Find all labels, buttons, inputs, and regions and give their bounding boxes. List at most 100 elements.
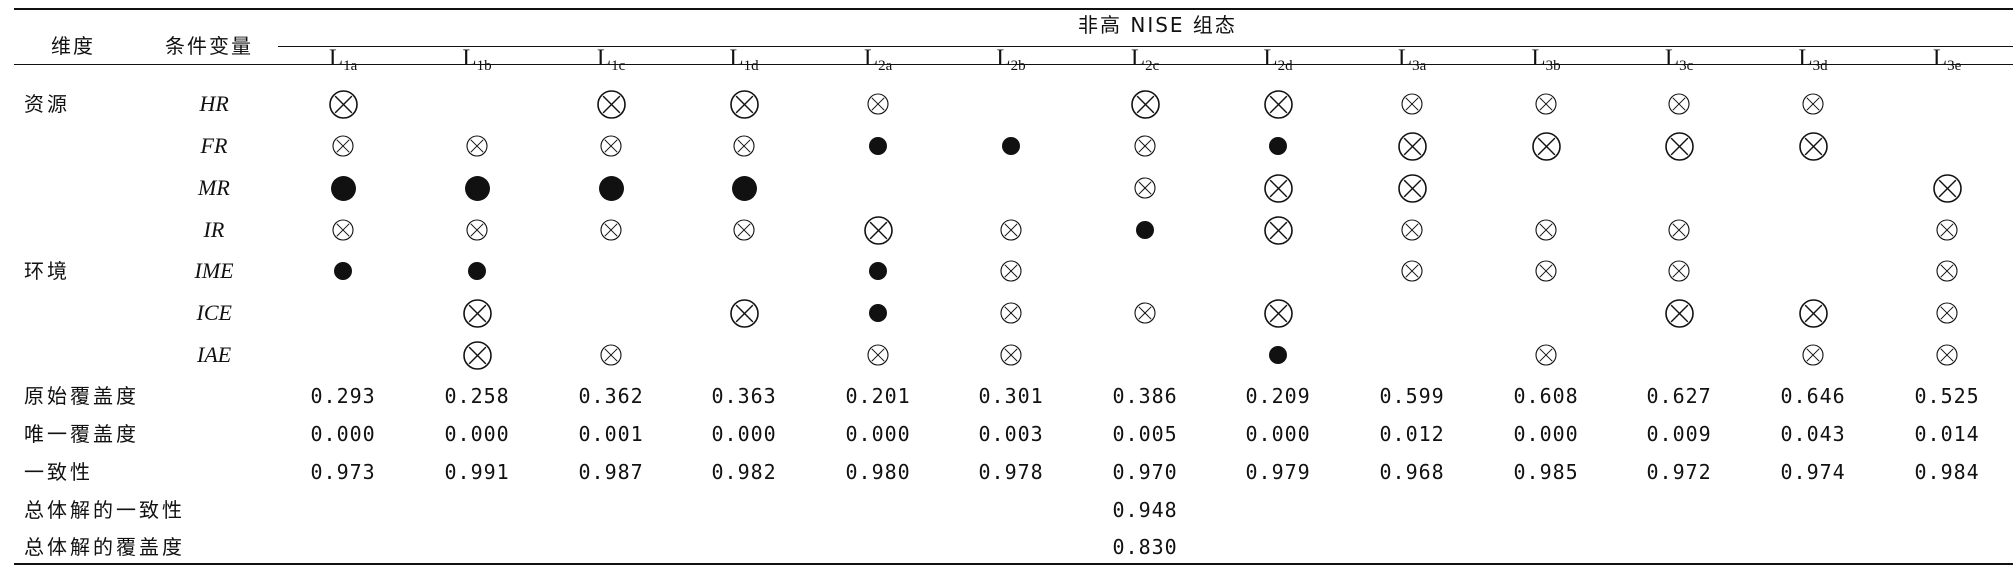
small-absent-circle-icon: [466, 135, 488, 157]
stat-value: 0.627: [1646, 384, 1712, 408]
big-absent-circle-icon: [863, 215, 893, 245]
condition-variable: IAE: [197, 342, 232, 367]
config-header-letter: L: [1665, 45, 1680, 70]
stat-value: 0.000: [444, 422, 510, 446]
top-rule: [14, 8, 2013, 10]
big-absent-circle-icon: [1798, 298, 1828, 328]
stat-value: 0.301: [978, 384, 1044, 408]
small-absent-circle-icon: [1134, 177, 1156, 199]
config-header-letter: L: [597, 45, 612, 70]
overall-label: 总体解的一致性: [24, 498, 185, 522]
big-present-circle-icon: [731, 175, 757, 201]
config-header-letter: L: [996, 45, 1011, 70]
small-absent-circle-icon: [1936, 302, 1958, 324]
config-header-letter: L: [1398, 45, 1413, 70]
big-absent-circle-icon: [1664, 298, 1694, 328]
stat-value: 0.973: [310, 460, 376, 484]
bottom-rule: [14, 563, 2013, 565]
stat-value: 0.258: [444, 384, 510, 408]
stat-value: 0.525: [1914, 384, 1980, 408]
big-present-circle-icon: [598, 175, 624, 201]
condition-variable: HR: [199, 91, 229, 116]
small-absent-circle-icon: [466, 219, 488, 241]
stat-value: 0.968: [1379, 460, 1445, 484]
config-header-subscript: 3e: [1947, 58, 1962, 74]
big-absent-circle-icon: [1263, 298, 1293, 328]
small-absent-circle-icon: [1802, 344, 1824, 366]
stat-label: 原始覆盖度: [24, 384, 139, 408]
stat-value: 0.978: [978, 460, 1044, 484]
config-header: L3d: [1799, 46, 1828, 74]
stat-value: 0.362: [578, 384, 644, 408]
config-header-letter: L: [1263, 45, 1278, 70]
config-header: L3c: [1665, 46, 1693, 74]
small-absent-circle-icon: [1000, 260, 1022, 282]
small-present-circle-icon: [1136, 221, 1154, 239]
config-header-letter: L: [329, 45, 344, 70]
config-header: L1b: [463, 46, 492, 74]
stat-value: 0.001: [578, 422, 644, 446]
stat-value: 0.293: [310, 384, 376, 408]
big-absent-circle-icon: [1932, 173, 1962, 203]
small-absent-circle-icon: [1936, 219, 1958, 241]
dimension-label: 环境: [24, 259, 70, 283]
stat-value: 0.987: [578, 460, 644, 484]
small-absent-circle-icon: [332, 135, 354, 157]
small-absent-circle-icon: [1000, 302, 1022, 324]
config-header: L2a: [864, 46, 892, 74]
config-header-subscript: 2d: [1277, 58, 1293, 74]
small-absent-circle-icon: [733, 135, 755, 157]
small-present-circle-icon: [1269, 346, 1287, 364]
stat-value: 0.005: [1112, 422, 1178, 446]
small-present-circle-icon: [1269, 137, 1287, 155]
small-present-circle-icon: [869, 304, 887, 322]
dimension-label: 资源: [24, 92, 70, 116]
stat-value: 0.386: [1112, 384, 1178, 408]
big-absent-circle-icon: [462, 298, 492, 328]
stat-value: 0.000: [1245, 422, 1311, 446]
overall-value: 0.948: [1112, 498, 1178, 522]
stat-label: 一致性: [24, 460, 93, 484]
big-absent-circle-icon: [1798, 131, 1828, 161]
small-present-circle-icon: [869, 137, 887, 155]
stat-value: 0.000: [310, 422, 376, 446]
config-header-letter: L: [1131, 45, 1146, 70]
small-absent-circle-icon: [867, 93, 889, 115]
config-header-subscript: 3a: [1412, 58, 1427, 74]
config-header-subscript: 1d: [743, 58, 759, 74]
stat-value: 0.984: [1914, 460, 1980, 484]
stat-value: 0.991: [444, 460, 510, 484]
config-header-subscript: 1a: [343, 58, 358, 74]
big-absent-circle-icon: [1531, 131, 1561, 161]
condition-variable: FR: [200, 133, 228, 158]
small-absent-circle-icon: [1668, 260, 1690, 282]
small-absent-circle-icon: [1535, 219, 1557, 241]
small-absent-circle-icon: [1134, 302, 1156, 324]
small-present-circle-icon: [1002, 137, 1020, 155]
config-header-subscript: 2a: [878, 58, 893, 74]
small-absent-circle-icon: [1134, 135, 1156, 157]
small-absent-circle-icon: [1401, 260, 1423, 282]
small-absent-circle-icon: [1000, 219, 1022, 241]
overall-value: 0.830: [1112, 535, 1178, 559]
dimension-header: 维度: [51, 34, 95, 58]
small-absent-circle-icon: [600, 135, 622, 157]
big-present-circle-icon: [330, 175, 356, 201]
config-header-letter: L: [462, 45, 477, 70]
stat-value: 0.980: [845, 460, 911, 484]
stat-value: 0.003: [978, 422, 1044, 446]
big-present-circle-icon: [464, 175, 490, 201]
condition-variable: IR: [203, 217, 225, 242]
stat-value: 0.009: [1646, 422, 1712, 446]
stat-value: 0.970: [1112, 460, 1178, 484]
config-header-subscript: 3d: [1812, 58, 1828, 74]
big-absent-circle-icon: [1263, 89, 1293, 119]
config-header: L2b: [997, 46, 1026, 74]
small-absent-circle-icon: [1535, 260, 1557, 282]
stat-value: 0.982: [711, 460, 777, 484]
big-absent-circle-icon: [462, 340, 492, 370]
small-absent-circle-icon: [1535, 93, 1557, 115]
config-header-letter: L: [1933, 45, 1948, 70]
config-header: L1c: [597, 46, 625, 74]
